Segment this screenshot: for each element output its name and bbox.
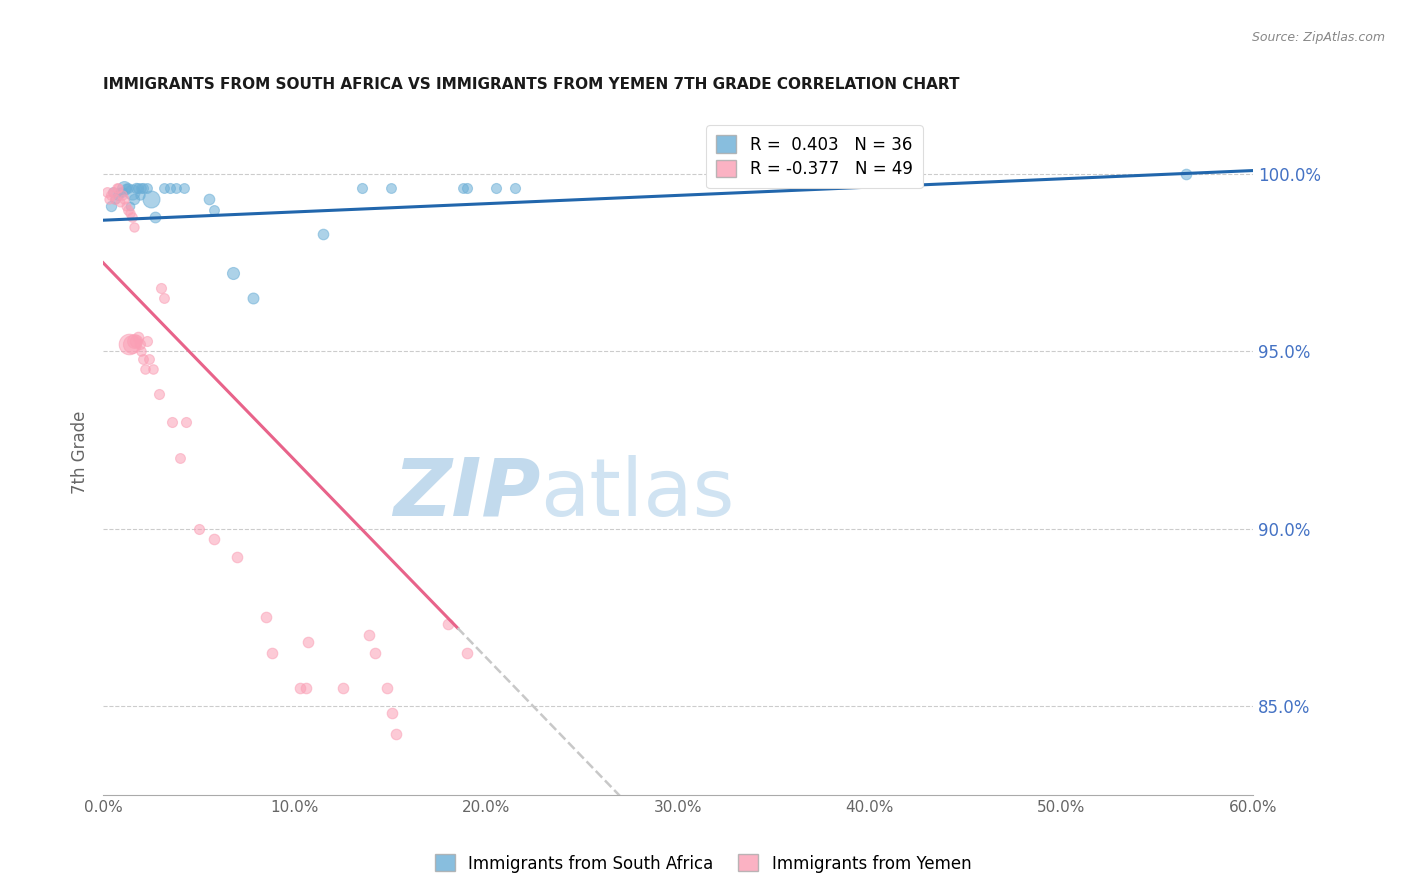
Point [197,192,219,206]
Point [153,291,176,305]
Point [143,210,166,224]
Point [136,181,159,195]
Point [260,646,283,660]
Point [222,267,245,281]
Point [104,192,127,206]
Point [503,181,526,195]
Point [136,334,159,348]
Point [111,188,134,202]
Point [153,181,176,195]
Point [127,330,149,344]
Point [122,192,145,206]
Point [100,188,122,202]
Point [105,181,128,195]
Point [385,727,408,741]
Point [456,181,478,195]
Point [359,628,381,642]
Point [101,185,124,199]
Point [115,199,138,213]
Point [142,362,165,376]
Point [159,181,181,195]
Point [453,181,475,195]
Point [134,362,156,376]
Text: ZIP: ZIP [392,455,540,533]
Point [173,181,195,195]
Point [202,202,225,217]
Point [295,681,318,696]
Point [118,206,141,220]
Point [96,185,118,199]
Point [226,550,249,565]
Point [364,646,387,660]
Point [297,635,319,649]
Point [375,681,398,696]
Point [117,202,139,217]
Point [121,210,143,224]
Legend: R =  0.403   N = 36, R = -0.377   N = 49: R = 0.403 N = 36, R = -0.377 N = 49 [706,126,922,188]
Point [122,220,145,235]
Point [100,199,122,213]
Point [121,185,143,199]
Point [122,334,145,348]
Point [132,351,155,366]
Point [139,192,162,206]
Text: IMMIGRANTS FROM SOUTH AFRICA VS IMMIGRANTS FROM YEMEN 7TH GRADE CORRELATION CHAR: IMMIGRANTS FROM SOUTH AFRICA VS IMMIGRAN… [103,78,960,93]
Point [125,181,148,195]
Point [437,617,460,632]
Y-axis label: 7th Grade: 7th Grade [72,411,89,494]
Point [128,337,150,351]
Point [118,199,141,213]
Point [332,681,354,696]
Point [131,344,153,359]
Point [115,181,138,195]
Point [131,181,153,195]
Point [312,227,335,242]
Point [117,181,139,195]
Point [187,522,209,536]
Point [101,185,124,199]
Point [111,185,134,199]
Point [149,280,172,294]
Point [110,195,132,210]
Point [104,192,127,206]
Point [202,533,225,547]
Point [97,192,120,206]
Text: Source: ZipAtlas.com: Source: ZipAtlas.com [1251,31,1385,45]
Point [381,706,404,720]
Point [121,337,143,351]
Legend: Immigrants from South Africa, Immigrants from Yemen: Immigrants from South Africa, Immigrants… [427,847,979,880]
Text: atlas: atlas [540,455,734,533]
Point [118,337,141,351]
Point [169,450,191,465]
Point [380,181,402,195]
Point [1174,167,1197,181]
Point [128,188,150,202]
Point [110,185,132,199]
Point [125,334,148,348]
Point [148,387,170,401]
Point [107,181,129,195]
Point [174,415,197,429]
Point [127,181,149,195]
Point [242,291,264,305]
Point [138,351,160,366]
Point [485,181,508,195]
Point [290,681,312,696]
Point [350,181,373,195]
Point [165,181,187,195]
Point [112,181,135,195]
Point [456,646,478,660]
Point [112,192,135,206]
Point [254,610,277,624]
Point [160,415,183,429]
Point [107,188,129,202]
Point [132,181,155,195]
